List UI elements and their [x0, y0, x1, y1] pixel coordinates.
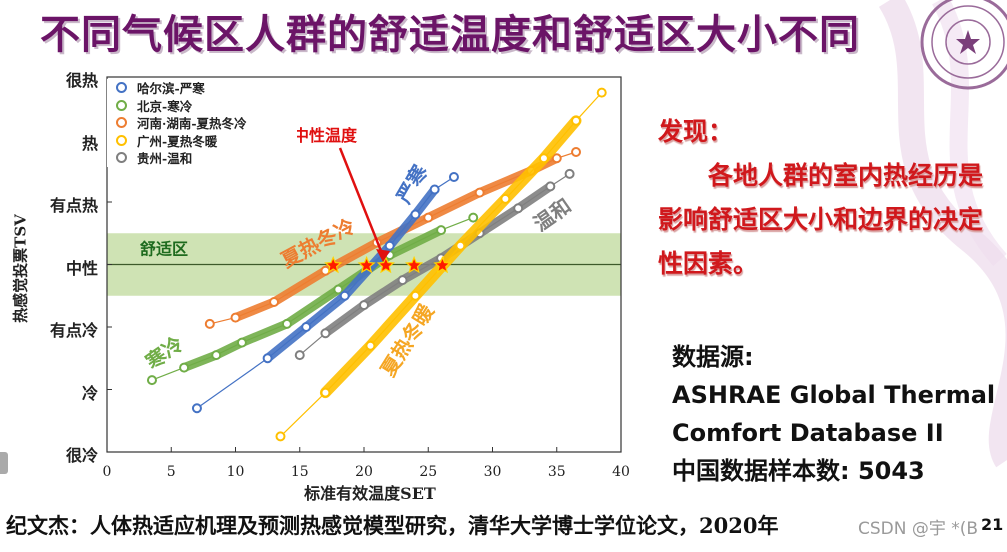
- data-point: [474, 187, 485, 198]
- x-tick-label: 5: [166, 464, 176, 480]
- data-point: [538, 153, 549, 164]
- slide-title: 不同气候区人群的舒适温度和舒适区大小不同: [40, 12, 860, 58]
- source-line-1: ASHRAE Global Thermal: [672, 381, 996, 409]
- y-tick-label: 很冷: [65, 446, 98, 465]
- university-seal-logo: [918, 0, 1007, 92]
- neutral-star-marker: [433, 255, 452, 274]
- data-point: [320, 387, 331, 398]
- x-tick-label: 10: [226, 464, 245, 480]
- finding-body: 各地人群的室内热经历是影响舒适区大小和边界的决定性因素。: [658, 161, 984, 278]
- data-point: [275, 431, 286, 442]
- data-point: [146, 375, 157, 386]
- data-point: [423, 212, 434, 223]
- arrow-head-icon: [376, 249, 390, 262]
- data-point: [281, 318, 292, 329]
- data-point: [410, 290, 421, 301]
- data-point: [333, 284, 344, 295]
- series-band: [263, 185, 440, 363]
- data-point: [551, 153, 562, 164]
- source-line-2: Comfort Database II: [672, 419, 944, 447]
- data-point: [320, 328, 331, 339]
- citation: 纪文杰：人体热适应机理及预测热感觉模型研究，清华大学博士学位论文，2020年: [6, 513, 779, 538]
- watermark: CSDN @宇 *(B: [858, 519, 979, 539]
- data-point: [236, 337, 247, 348]
- data-point: [179, 362, 190, 373]
- side-panel-handle[interactable]: [0, 452, 8, 474]
- data-point: [191, 403, 202, 414]
- legend-label: 哈尔滨-严寒: [137, 81, 205, 97]
- decorative-swirl: [830, 0, 1007, 548]
- legend-label: 北京-寒冷: [137, 98, 193, 114]
- y-tick-label: 有点冷: [49, 321, 98, 340]
- data-point: [269, 297, 280, 307]
- data-source: 数据源: ASHRAE Global Thermal Comfort Datab…: [672, 338, 1002, 490]
- neutral-star-marker: [324, 255, 343, 274]
- legend-label: 河南·湖南-夏热冬冷: [137, 116, 247, 132]
- legend-item: 贵州-温和: [107, 149, 297, 167]
- x-tick-label: 15: [290, 464, 309, 480]
- x-tick-label: 20: [355, 464, 373, 480]
- data-point: [359, 300, 369, 311]
- data-point: [448, 172, 459, 182]
- x-tick-label: 25: [419, 464, 438, 480]
- x-tick-label: 0: [102, 464, 112, 480]
- neutral-star-marker: [405, 255, 424, 274]
- legend-marker-icon: [116, 99, 127, 111]
- legend-marker-icon: [116, 152, 127, 164]
- data-point: [410, 209, 421, 220]
- legend-item: 广州-夏热冬暖: [107, 132, 297, 150]
- x-tick-label: 35: [547, 464, 566, 480]
- x-tick-label: 40: [612, 464, 630, 480]
- data-point: [564, 168, 575, 179]
- data-point: [596, 87, 607, 98]
- legend-item: 北京-寒冷: [107, 97, 297, 115]
- finding-text: 发现： 各地人群的室内热经历是影响舒适区大小和边界的决定性因素。: [658, 110, 998, 286]
- data-point: [468, 212, 479, 223]
- data-point: [571, 115, 582, 126]
- y-tick-label: 中性: [65, 258, 98, 278]
- y-tick-label: 很热: [65, 71, 98, 90]
- sample-count: 中国数据样本数: 5043: [672, 457, 925, 485]
- x-axis-title: 标准有效温度SET: [304, 484, 436, 503]
- neutral-star-marker: [376, 255, 395, 274]
- neutral-temp-arrow: [338, 147, 385, 257]
- legend-label: 广州-夏热冬暖: [137, 133, 218, 149]
- data-point: [397, 275, 408, 286]
- legend-marker-icon: [116, 82, 127, 94]
- y-tick-label: 冷: [81, 383, 98, 403]
- data-point: [365, 340, 376, 351]
- data-point: [571, 147, 582, 157]
- data-point: [455, 240, 466, 251]
- x-tick-label: 30: [483, 464, 502, 480]
- data-point: [436, 225, 447, 236]
- y-tick-label: 有点热: [49, 196, 98, 215]
- data-point: [301, 322, 312, 332]
- y-tick-label: 热: [81, 133, 98, 153]
- neutral-star-marker: [357, 255, 376, 274]
- legend-marker-icon: [116, 117, 127, 129]
- source-label: 数据源:: [672, 343, 754, 371]
- legend-item: 哈尔滨-严寒: [107, 79, 297, 97]
- chart-legend: 哈尔滨-严寒 北京-寒冷河南·湖南-夏热冬冷 广州-夏热冬暖 贵州-温和: [107, 79, 297, 167]
- data-point: [204, 318, 215, 329]
- page-number: 21: [981, 515, 1004, 534]
- data-point: [339, 290, 350, 301]
- neutral-temp-label: 中性温度: [293, 126, 358, 145]
- data-point: [513, 203, 524, 214]
- data-point: [429, 184, 440, 195]
- data-point: [384, 240, 395, 251]
- data-point: [262, 353, 273, 364]
- legend-item: 河南·湖南-夏热冬冷: [107, 114, 297, 132]
- data-point: [211, 350, 222, 361]
- comfort-zone-label: 舒适区: [140, 240, 188, 259]
- data-point: [230, 312, 241, 323]
- legend-marker-icon: [116, 134, 127, 146]
- finding-heading: 发现：: [658, 117, 734, 146]
- data-point: [294, 350, 305, 361]
- data-point: [545, 181, 556, 192]
- data-point: [500, 193, 511, 204]
- legend-label: 贵州-温和: [137, 151, 193, 167]
